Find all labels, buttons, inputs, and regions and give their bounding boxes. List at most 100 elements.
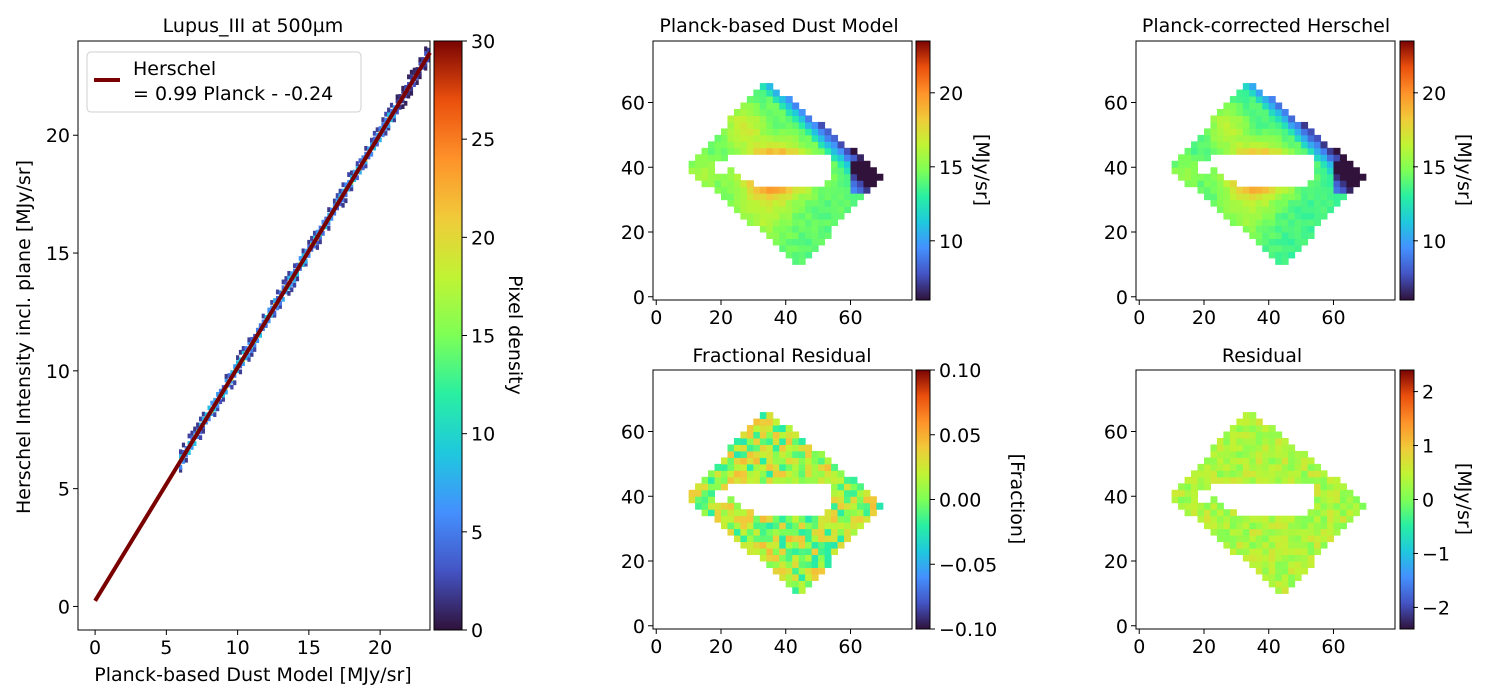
map-cell [1249,548,1257,556]
map-cell [1236,134,1244,142]
map-cell [1281,437,1289,445]
density-cell [258,323,263,329]
map-cell [863,496,871,504]
legend-label-2: = 0.99 Planck - -0.24 [133,83,333,105]
map-cell [1197,470,1205,478]
map-cell [863,489,871,497]
density-cell [338,188,342,194]
map1-xtick-label: 0 [650,307,662,329]
map-cell [1281,257,1289,265]
map-cell [1301,128,1309,136]
map-cell [792,463,800,471]
map-cell [1236,548,1244,556]
map-cell [869,173,877,181]
map-cell [1210,522,1218,530]
map-cell [792,431,800,439]
map-cell [1236,444,1244,452]
map-cell [1262,457,1270,465]
map-cell [1210,167,1218,175]
map-cell [811,128,819,136]
map-cell [805,450,813,458]
map-cell [759,134,767,142]
map-cell [1314,219,1322,227]
map-cell [1314,463,1322,471]
density-cell [247,337,251,343]
density-cell [312,243,317,249]
map1-xtick-label: 20 [709,307,733,329]
map-cell [720,483,728,491]
map-cell [1242,219,1250,227]
map-cell [720,515,728,523]
density-cell [218,388,223,394]
map-cell [772,470,780,478]
map-cell [1307,212,1315,220]
map-cell [811,141,819,149]
map-cell [1242,225,1250,233]
map-cell [1301,463,1309,471]
map-cell [824,212,832,220]
map-cell [798,134,806,142]
map-cell [779,554,787,562]
map-cell [753,450,761,458]
map-cell [720,470,728,478]
density-cell [247,340,251,346]
map-cell [1320,502,1328,510]
map-cell [1210,470,1218,478]
map-cell [1301,238,1309,246]
map-cell [811,522,819,530]
density-cell [424,62,428,67]
map-cell [1268,463,1276,471]
map-cell [1268,561,1276,568]
map-cell [1249,212,1257,220]
density-cell [369,137,374,143]
map-cell [720,476,728,484]
map-cell [798,528,806,536]
map-cell [1294,244,1302,252]
map-cell [772,515,780,523]
map-cell [772,437,780,445]
map-cell [1203,502,1211,510]
map-cell [1275,257,1283,265]
map-cell [1339,496,1347,504]
map-cell [798,548,806,556]
map-cell [695,173,703,181]
map-cell [1262,186,1270,194]
map-cell [1314,206,1322,214]
map-cell [759,108,767,116]
map-cell [720,186,728,194]
map-cell [688,167,696,175]
map-cell [850,522,858,530]
map-cell [1320,541,1328,549]
density-cell [253,342,257,348]
map-cell [766,206,774,214]
density-cell [341,202,345,208]
density-cell [321,219,325,225]
map-cell [746,206,754,214]
map-cell [1275,134,1283,142]
map-cell [1229,141,1237,149]
map-cell [1236,476,1244,484]
map-cell [1255,567,1263,575]
map-cell [753,147,761,155]
map-cell [1229,470,1237,478]
map-cell [1333,509,1341,517]
density-cell [250,348,254,354]
map-cell [1320,199,1328,207]
map-cell [727,180,735,188]
map-cell [1223,121,1231,129]
map-cell [1288,115,1296,123]
map-cell [1236,535,1244,543]
density-cell [287,275,291,280]
map-cell [798,257,806,265]
map-cell [798,251,806,259]
map-cell [1268,108,1276,116]
map-cell [1281,567,1289,575]
map-cell [1268,96,1276,104]
map-cell [759,83,767,91]
map-cell [759,115,767,123]
map-cell [1352,180,1360,188]
map-cell [1320,206,1328,214]
map-cell [844,167,851,175]
map-cell [1320,528,1328,536]
